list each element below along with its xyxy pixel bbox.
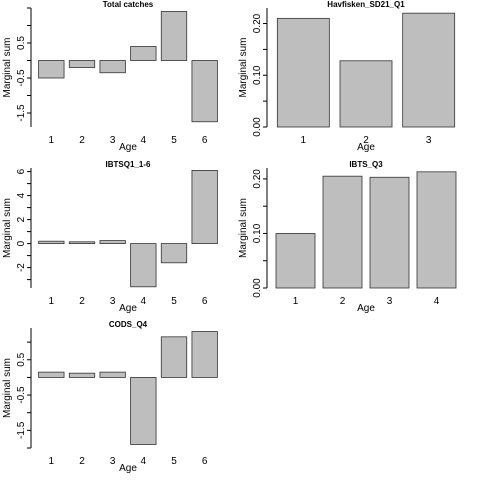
bar [99,371,126,378]
bar [130,377,157,445]
chart-title: Havfisken_SD21_Q1 [327,0,405,9]
x-axis-label: Age [119,303,137,314]
bar [191,60,218,123]
chart-title: CODS_Q4 [109,320,148,329]
chart-title: Total catches [103,0,154,9]
bar [191,331,218,378]
x-tick-label: 2 [79,456,85,467]
x-tick-label: 3 [110,135,116,146]
x-tick-label: 1 [49,456,55,467]
chart-title: IBTSQ1_1-6 [106,160,151,169]
bar [160,11,188,61]
bar [416,171,457,289]
x-tick-label: 4 [141,135,147,146]
x-tick-label: 1 [293,296,299,307]
x-axis-label: Age [119,142,137,153]
y-tick-label: -1.5 [16,421,27,439]
bar [322,175,363,289]
x-tick-label: 1 [49,135,55,146]
x-tick-label: 6 [202,456,208,467]
y-axis-label: Marginal sum [2,37,13,97]
x-tick-label: 2 [340,296,346,307]
y-tick-label: 0.5 [16,36,27,50]
x-axis-label: Age [357,303,375,314]
x-tick-label: 3 [426,135,432,146]
bar [160,336,188,378]
bar [38,371,65,378]
bar [68,60,96,68]
x-tick-label: 3 [110,456,116,467]
x-tick-label: 6 [202,296,208,307]
bar [402,12,456,128]
x-axis-label: Age [357,142,375,153]
y-tick-label: -0.5 [16,69,27,87]
bar [369,176,410,289]
y-axis-label: Marginal sum [2,198,13,258]
bar [130,46,157,61]
y-tick-label: 0.10 [252,65,263,85]
y-tick-label: -0.5 [16,386,27,404]
x-tick-label: 1 [301,135,307,146]
x-tick-label: 2 [79,296,85,307]
x-tick-label: 4 [141,456,147,467]
bar [191,169,218,244]
x-tick-label: 2 [79,135,85,146]
chart-title: IBTS_Q3 [349,160,383,169]
x-tick-label: 5 [171,135,177,146]
x-tick-label: 2 [363,135,369,146]
y-tick-label: -1.5 [16,104,27,122]
y-tick-label: 4 [16,192,27,198]
chart-panel-3: IBTSQ1_1-6 -2 0 2 4 6 Marginal sum 1 2 3 4 5 6 Age [2,160,218,314]
bar [99,60,126,74]
bar [339,60,393,128]
bar [276,17,330,128]
y-tick-label: 0.5 [16,352,27,366]
bar [99,240,126,245]
y-tick-label: 6 [16,168,27,174]
y-tick-label: 2 [16,216,27,222]
bar [68,241,96,245]
y-axis-label: Marginal sum [2,358,13,418]
y-tick-label: 0.00 [252,117,263,137]
x-tick-label: 5 [171,456,177,467]
x-tick-label: 5 [171,296,177,307]
bar [38,240,65,244]
x-tick-label: 1 [49,296,55,307]
bar [160,243,188,264]
x-tick-label: 3 [110,296,116,307]
bar [275,233,316,289]
y-tick-label: 0.00 [252,278,263,298]
y-tick-label: 0.10 [252,223,263,243]
x-tick-label: 4 [141,296,147,307]
y-tick-label: 0.20 [252,13,263,33]
bar [68,372,96,378]
y-tick-label: 0 [16,240,27,246]
bar [130,243,157,288]
y-axis-label: Marginal sum [238,37,249,97]
x-tick-label: 3 [387,296,393,307]
bar [38,60,65,79]
x-tick-label: 6 [202,135,208,146]
x-axis-label: Age [119,463,137,474]
y-tick-label: 0.20 [252,169,263,189]
x-tick-label: 4 [434,296,440,307]
y-axis-label: Marginal sum [238,198,249,258]
y-tick-label: -2 [16,263,27,272]
